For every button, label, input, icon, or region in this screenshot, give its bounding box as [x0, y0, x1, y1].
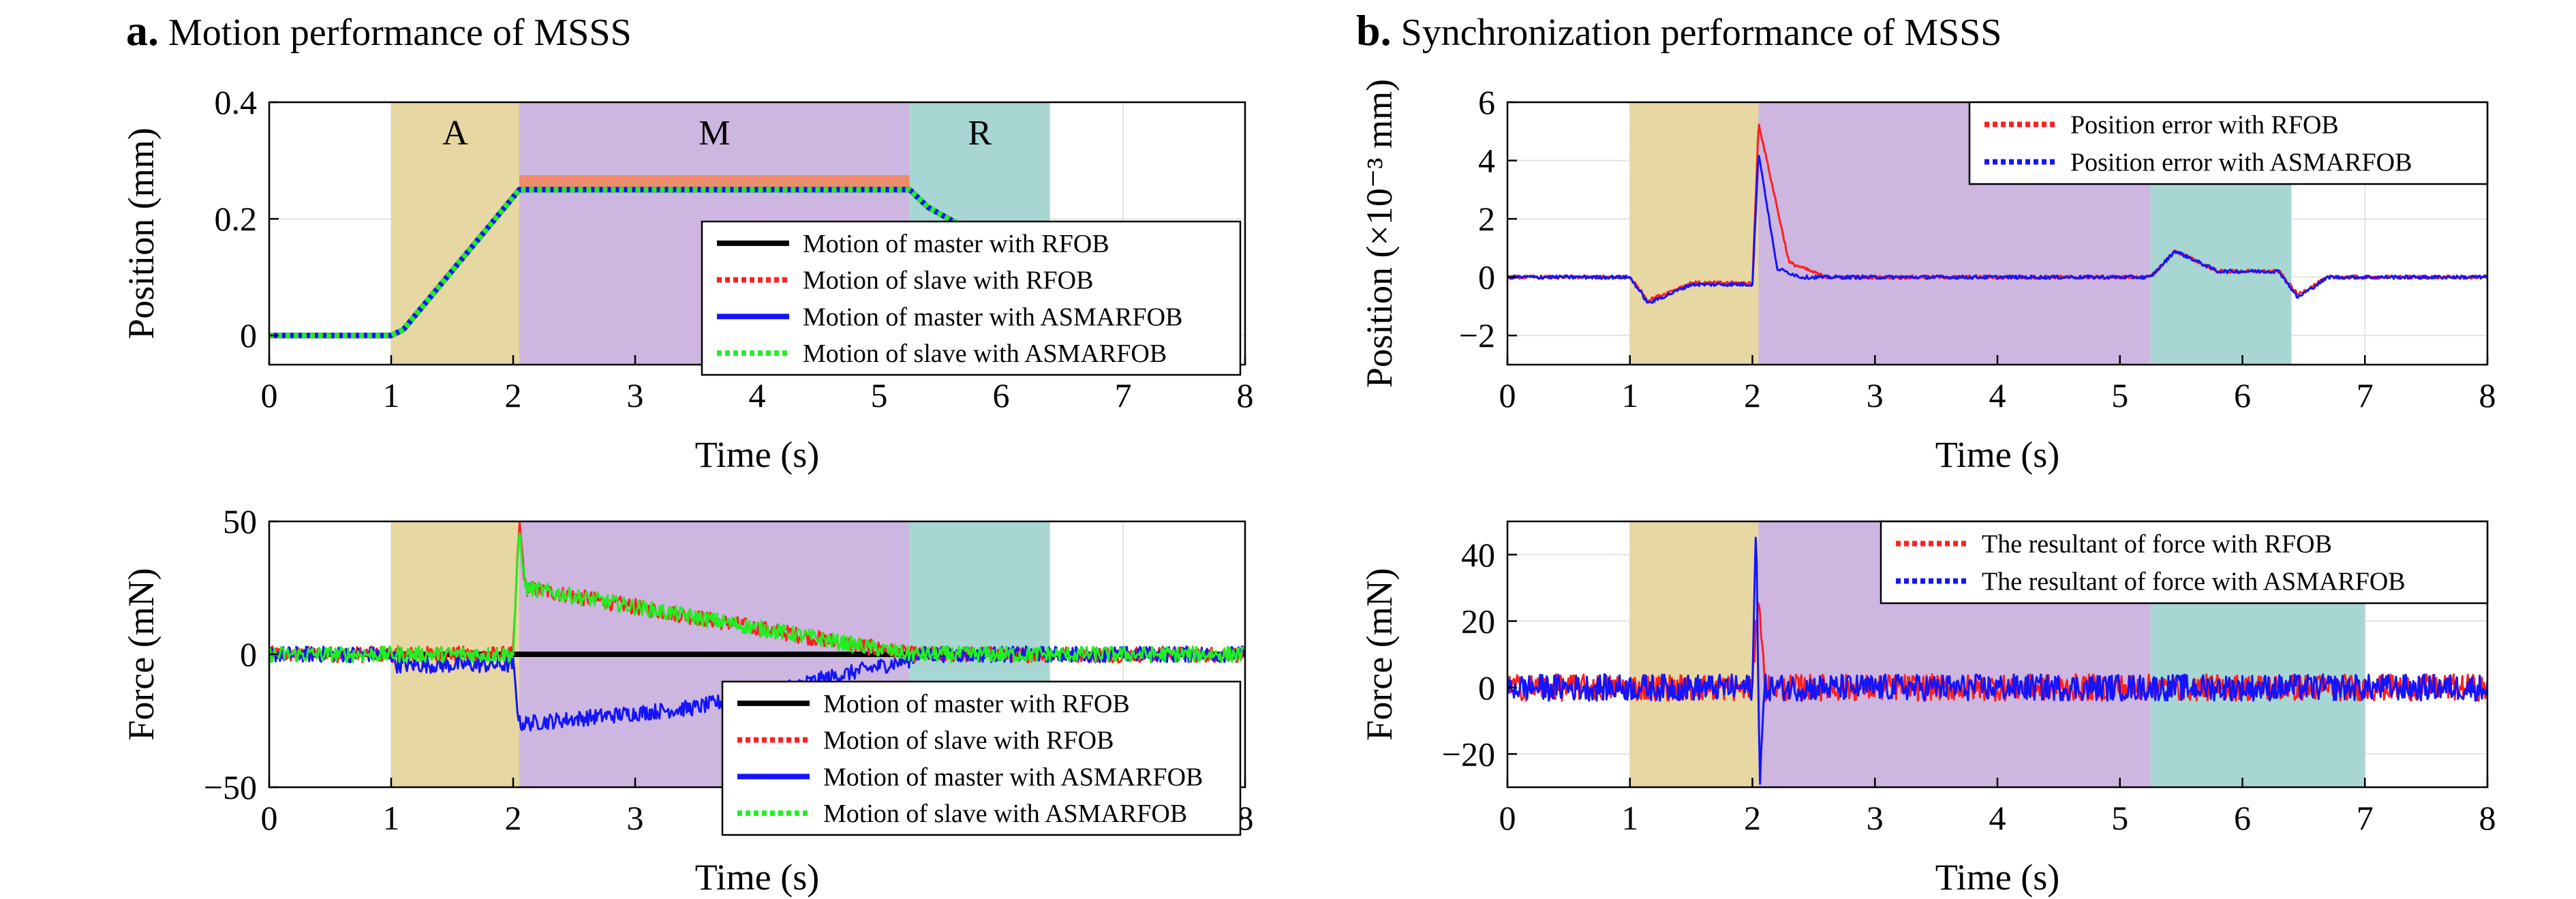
legend-label: The resultant of force with RFOB	[1982, 530, 2332, 559]
y-axis-label: Force (mN)	[1359, 568, 1400, 740]
x-tick-label: 2	[505, 376, 522, 414]
x-axis-label: Time (s)	[1935, 434, 2060, 475]
x-tick-label: 5	[2111, 376, 2128, 414]
x-tick-label: 7	[2357, 799, 2374, 837]
panel-b-letter: b.	[1356, 6, 1392, 55]
legend-label: Motion of slave with RFOB	[803, 266, 1093, 295]
x-tick-label: 1	[1621, 376, 1638, 414]
x-tick-label: 1	[383, 799, 400, 837]
panel-b-title: b. Synchronization performance of MSSS	[1356, 5, 2002, 56]
y-tick-label: 0	[1478, 258, 1495, 296]
series-line-2	[269, 187, 1002, 339]
x-tick-label: 7	[1115, 376, 1132, 414]
x-tick-label: 5	[2111, 799, 2128, 837]
legend: The resultant of force with RFOB The resu…	[1880, 520, 2489, 605]
y-tick-label: 6	[1478, 83, 1495, 121]
y-axis-label: Position (mm)	[121, 127, 162, 339]
legend-label: Motion of slave with ASMARFOB	[803, 339, 1167, 368]
legend: Motion of master with RFOB Motion of slav…	[701, 220, 1242, 376]
y-tick-label: 20	[1461, 602, 1495, 640]
x-tick-label: 3	[627, 799, 644, 837]
x-tick-label: 6	[993, 376, 1010, 414]
series-group	[1507, 123, 2487, 304]
legend-label: Position error with RFOB	[2070, 111, 2339, 140]
x-tick-label: 0	[1499, 799, 1516, 837]
region-label-M: M	[699, 114, 730, 153]
x-axis-label: Time (s)	[695, 857, 820, 898]
region-label-A: A	[442, 114, 468, 153]
x-tick-label: 8	[1237, 376, 1254, 414]
series-group	[269, 521, 1245, 732]
legend: Position error with RFOB Position error w…	[1968, 101, 2489, 185]
series-line-3	[269, 532, 1245, 664]
chart-a_top: A M R 0 1 2 3 4 5 6 7 8 0 0.2 0.4 Time (s) Position (mm)…	[121, 83, 1254, 475]
legend-label: Motion of master with ASMARFOB	[823, 763, 1203, 791]
legend-box	[701, 220, 1242, 376]
series-line-1	[1507, 536, 2487, 785]
x-tick-label: 5	[871, 376, 888, 414]
y-tick-label: 0.4	[215, 83, 258, 121]
region-region_A	[1629, 102, 1759, 365]
x-tick-label: 8	[2479, 799, 2496, 837]
panel-a-title: a. Motion performance of MSSS	[126, 5, 632, 56]
y-tick-label: 0	[240, 635, 257, 673]
x-tick-label: 8	[2479, 376, 2496, 414]
x-axis-label: Time (s)	[695, 434, 820, 475]
region-region_A	[1629, 521, 1759, 787]
panel-a-letter: a.	[126, 6, 159, 55]
y-tick-label: 4	[1478, 142, 1495, 180]
x-tick-label: 2	[505, 799, 522, 837]
x-tick-label: 3	[1867, 376, 1884, 414]
panel-a-title-text: Motion performance of MSSS	[168, 12, 632, 54]
legend-label: Motion of master with RFOB	[803, 230, 1109, 258]
region-label-R: R	[968, 114, 992, 153]
reference-bar	[519, 174, 910, 190]
legend-box	[1968, 101, 2489, 185]
x-tick-label: 6	[2234, 376, 2251, 414]
legend-box	[721, 680, 1242, 836]
panel-b-title-text: Synchronization performance of MSSS	[1400, 12, 2002, 54]
legend-label: Motion of slave with ASMARFOB	[823, 799, 1187, 828]
x-tick-label: 4	[1989, 376, 2006, 414]
y-tick-label: 0.2	[215, 200, 258, 238]
x-tick-label: 0	[261, 376, 278, 414]
legend-label: Motion of master with RFOB	[823, 690, 1130, 718]
legend-label: Motion of master with ASMARFOB	[803, 303, 1182, 331]
x-tick-label: 0	[261, 799, 278, 837]
x-tick-label: 1	[383, 376, 400, 414]
x-tick-label: 3	[1867, 799, 1884, 837]
legend-label: Position error with ASMARFOB	[2070, 149, 2412, 177]
legend: Motion of master with RFOB Motion of slav…	[721, 680, 1242, 836]
x-tick-label: 0	[1499, 376, 1516, 414]
x-tick-label: 3	[627, 376, 644, 414]
series-line-1	[1507, 155, 2487, 304]
y-tick-label: −2	[1459, 316, 1495, 354]
legend-label: Motion of slave with RFOB	[823, 727, 1114, 755]
x-tick-label: 1	[1621, 799, 1638, 837]
y-tick-label: −20	[1442, 735, 1495, 773]
x-tick-label: 7	[2357, 376, 2374, 414]
x-axis-label: Time (s)	[1935, 857, 2060, 898]
y-tick-label: 0	[1478, 669, 1495, 707]
x-tick-label: 4	[1989, 799, 2006, 837]
series-group	[269, 187, 1002, 339]
x-tick-label: 2	[1744, 376, 1761, 414]
y-tick-label: 40	[1461, 536, 1495, 574]
y-tick-label: −50	[204, 768, 257, 806]
x-tick-label: 6	[2234, 799, 2251, 837]
y-tick-label: 2	[1478, 200, 1495, 238]
x-tick-label: 4	[749, 376, 766, 414]
y-tick-label: 50	[223, 502, 257, 540]
series-group	[1507, 536, 2487, 785]
y-axis-label: Position (×10⁻³ mm)	[1359, 79, 1400, 388]
y-axis-label: Force (mN)	[121, 568, 162, 740]
x-tick-label: 2	[1744, 799, 1761, 837]
legend-box	[1880, 520, 2489, 605]
y-tick-label: 0	[240, 316, 257, 354]
legend-label: The resultant of force with ASMARFOB	[1982, 568, 2406, 596]
